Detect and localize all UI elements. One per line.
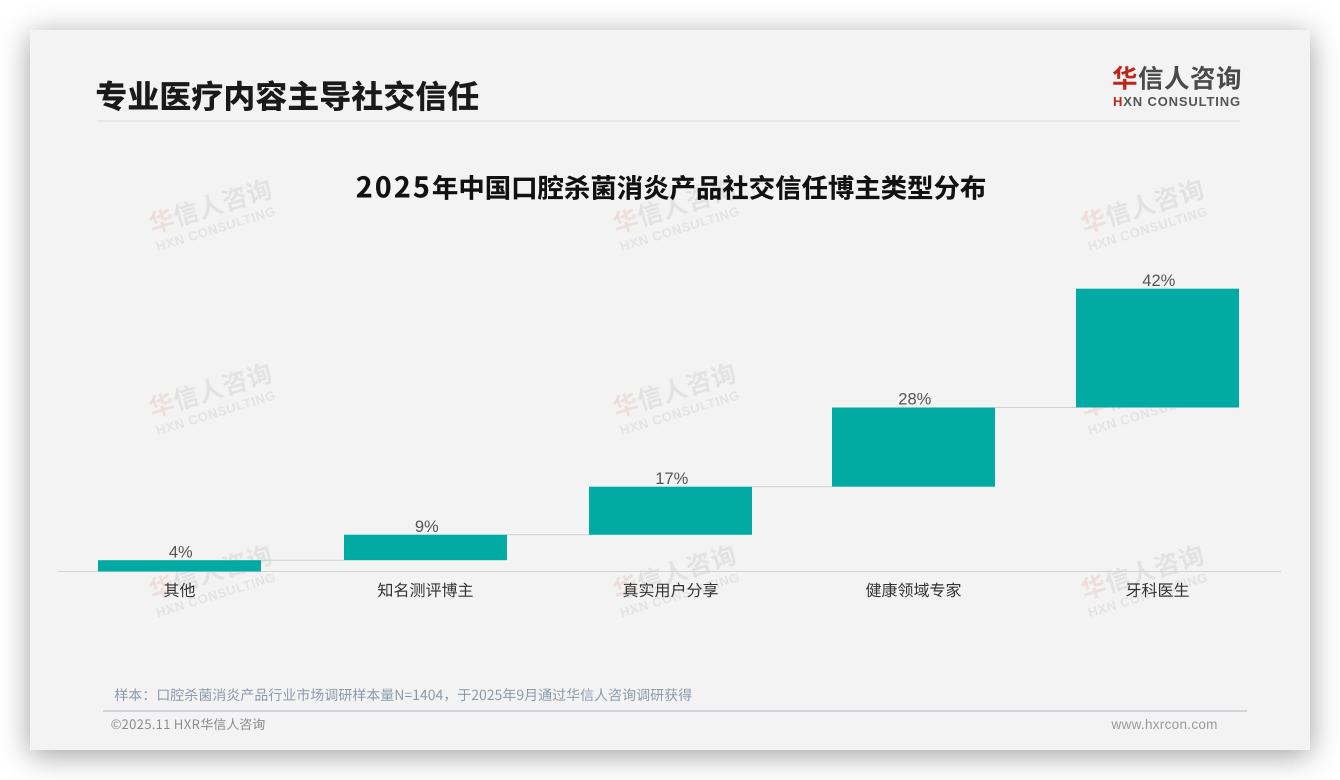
svg-text:www.hxrcon.com: www.hxrcon.com — [1111, 717, 1218, 732]
svg-text:4%: 4% — [169, 543, 193, 561]
svg-text:9%: 9% — [415, 518, 439, 536]
svg-text:17%: 17% — [655, 470, 688, 488]
svg-text:HXN CONSULTING: HXN CONSULTING — [1113, 94, 1241, 109]
svg-text:42%: 42% — [1142, 272, 1175, 290]
svg-text:28%: 28% — [898, 391, 931, 409]
